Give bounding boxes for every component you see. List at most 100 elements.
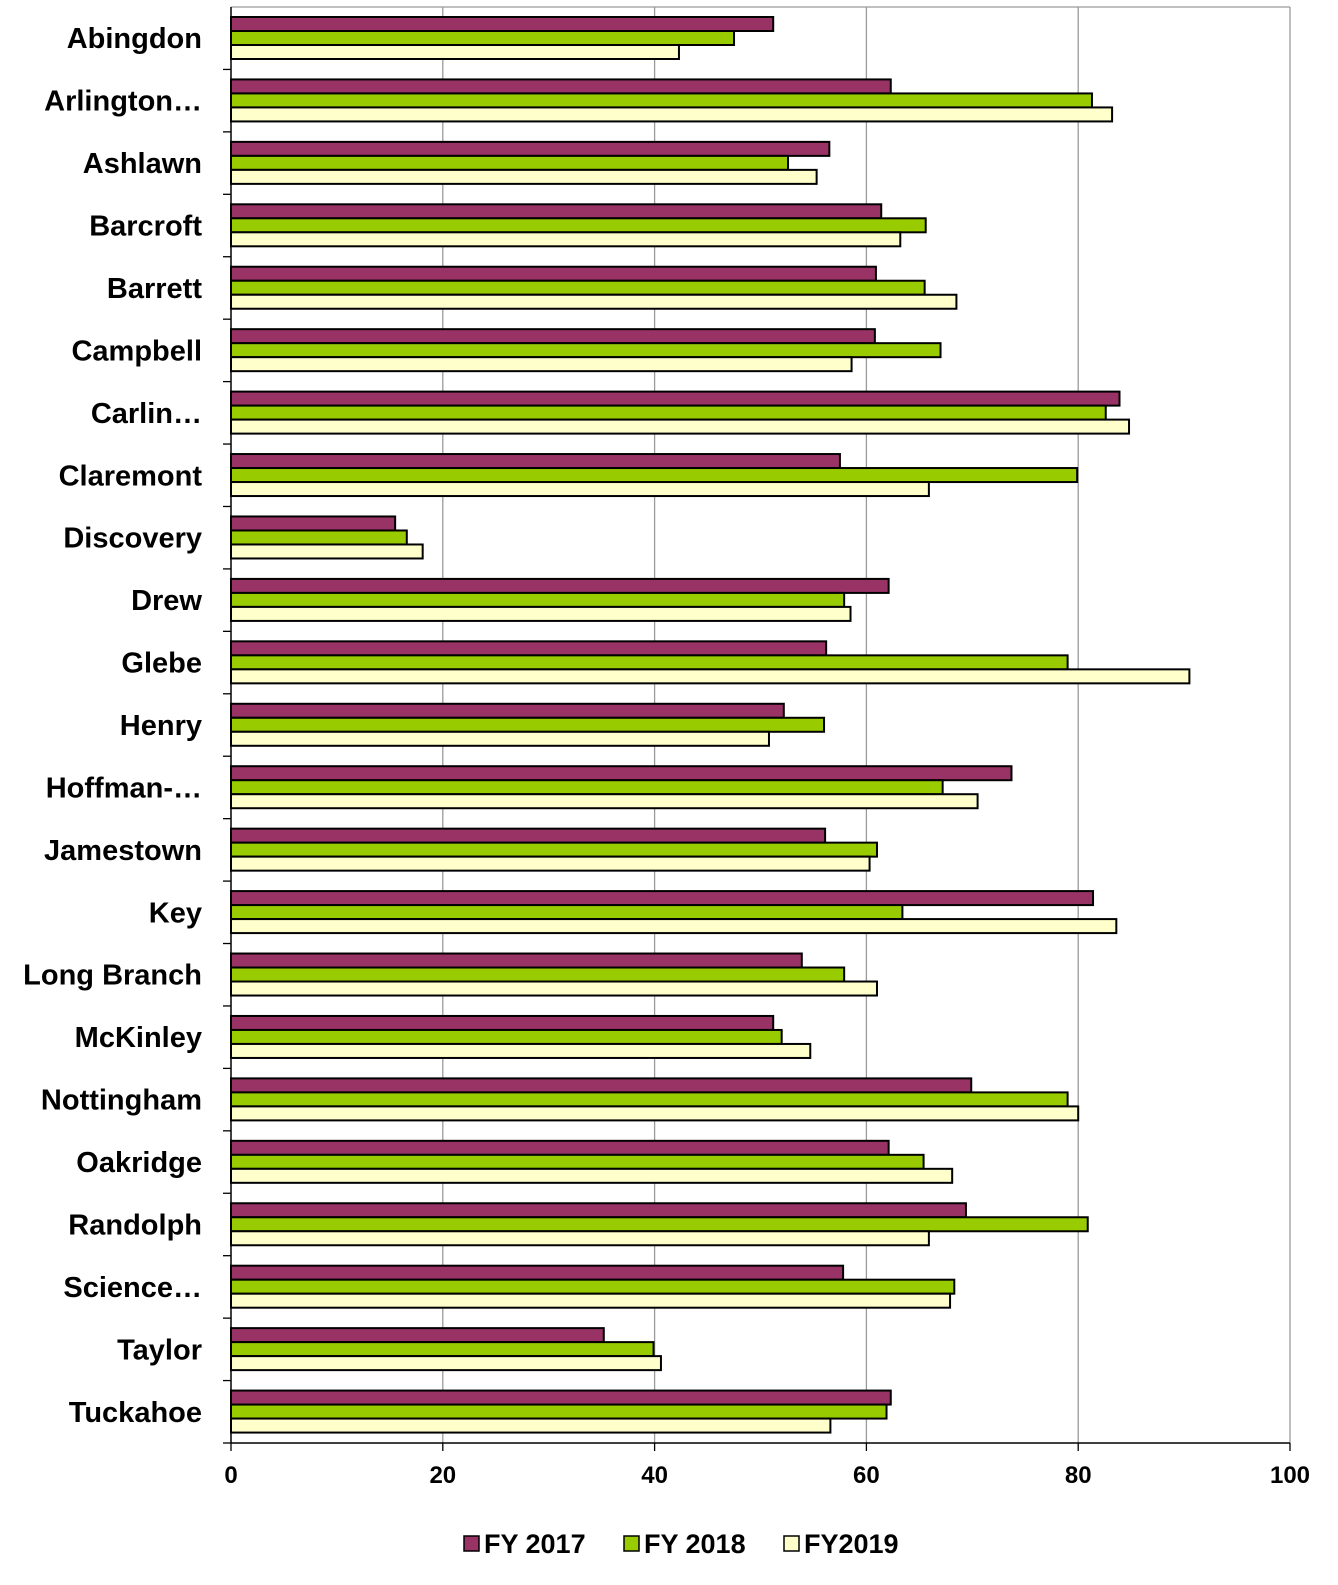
category-label: Long Branch: [23, 960, 202, 992]
bar-fy-2018-22: [230, 1403, 888, 1420]
x-tick-label: 60: [853, 1462, 880, 1489]
bar-fy2019-18: [230, 1167, 954, 1184]
bar-fy-2017-9: [230, 577, 890, 594]
legend-swatch: [623, 1535, 640, 1552]
bar-fy-2017-17: [230, 1077, 973, 1094]
axes: [223, 7, 1291, 1451]
category-label: Carlin…: [91, 398, 202, 430]
bar-fy2019-20: [230, 1292, 952, 1309]
bar-fy2019-7: [230, 481, 930, 498]
bar-fy2019-22: [230, 1417, 832, 1434]
bar-fy-2018-7: [230, 467, 1079, 484]
category-label: Science…: [63, 1272, 202, 1304]
bar-fy-2017-20: [230, 1264, 845, 1281]
bar-fy-2017-1: [230, 78, 892, 95]
bar-fy2019-13: [230, 855, 871, 872]
category-label: Hoffman-…: [46, 772, 202, 804]
legend-swatch: [463, 1535, 480, 1552]
bar-fy-2017-10: [230, 640, 828, 657]
category-label: Jamestown: [44, 835, 202, 867]
legend: FY 2017 FY 2018 FY2019: [463, 1529, 899, 1559]
bar-fy-2018-10: [230, 654, 1069, 671]
category-label: Discovery: [63, 523, 202, 555]
bar-fy-2017-21: [230, 1327, 605, 1344]
bar-fy-2017-5: [230, 328, 876, 345]
bar-fy-2017-16: [230, 1014, 775, 1031]
bar-fy-2017-18: [230, 1139, 890, 1156]
bar-fy2019-5: [230, 356, 853, 373]
bars: [230, 16, 1191, 1434]
category-label: Ashlawn: [83, 148, 202, 180]
bar-fy2019-19: [230, 1230, 930, 1247]
bar-fy-2018-5: [230, 342, 942, 359]
bar-fy2019-16: [230, 1042, 812, 1059]
bar-fy2019-12: [230, 793, 979, 810]
category-label: Oakridge: [76, 1147, 202, 1179]
bar-fy-2018-2: [230, 154, 790, 171]
category-label: Barrett: [107, 273, 202, 305]
bar-fy2019-2: [230, 168, 818, 185]
category-label: Campbell: [71, 335, 202, 367]
bar-fy-2018-14: [230, 904, 904, 921]
bar-fy-2018-16: [230, 1028, 783, 1045]
bar-fy2019-14: [230, 918, 1118, 935]
bar-fy-2018-17: [230, 1091, 1069, 1108]
category-label: Tuckahoe: [69, 1397, 202, 1429]
legend-swatch: [783, 1535, 800, 1552]
bar-fy-2018-4: [230, 279, 926, 296]
x-tick-label: 20: [429, 1462, 456, 1489]
bar-fy-2017-15: [230, 952, 803, 969]
legend-label: FY 2017: [484, 1529, 586, 1559]
bar-fy-2017-2: [230, 140, 831, 157]
x-tick-label: 80: [1065, 1462, 1092, 1489]
bar-fy-2017-6: [230, 390, 1121, 407]
bar-fy2019-8: [230, 543, 424, 560]
category-label: Drew: [131, 585, 202, 617]
legend-label: FY 2018: [644, 1529, 746, 1559]
bar-fy2019-15: [230, 980, 878, 997]
bar-fy2019-11: [230, 730, 770, 747]
x-tick-label: 40: [641, 1462, 668, 1489]
bar-fy2019-6: [230, 418, 1131, 435]
category-label: Claremont: [59, 460, 203, 492]
bar-fy-2017-11: [230, 702, 785, 719]
bar-fy2019-3: [230, 231, 902, 248]
bar-fy2019-0: [230, 44, 680, 60]
category-label: Abingdon: [67, 23, 202, 55]
x-tick-label: 0: [224, 1462, 237, 1489]
bar-fy-2018-19: [230, 1216, 1089, 1233]
bar-fy-2018-6: [230, 404, 1107, 421]
bar-fy-2017-4: [230, 265, 877, 282]
bar-fy2019-10: [230, 668, 1191, 685]
bar-fy-2018-13: [230, 841, 878, 858]
x-tick-label: 100: [1270, 1462, 1310, 1489]
legend-label: FY2019: [804, 1529, 899, 1559]
bar-fy-2018-21: [230, 1341, 655, 1358]
bar-fy-2018-20: [230, 1278, 956, 1295]
bar-fy-2018-9: [230, 591, 846, 608]
bar-fy-2017-14: [230, 890, 1095, 907]
bar-fy-2018-12: [230, 779, 944, 796]
category-label: Barcroft: [89, 211, 202, 243]
bar-fy-2018-18: [230, 1153, 925, 1170]
bar-fy2019-1: [230, 106, 1114, 123]
category-label: Key: [149, 897, 202, 929]
category-label: Arlington…: [44, 86, 202, 118]
bar-fy-2017-13: [230, 827, 827, 844]
bar-fy-2018-1: [230, 92, 1093, 109]
bar-fy-2017-12: [230, 765, 1013, 782]
category-label: Henry: [120, 710, 202, 742]
category-label: McKinley: [75, 1022, 202, 1054]
bar-fy2019-17: [230, 1105, 1080, 1122]
category-label: Nottingham: [41, 1085, 202, 1117]
bar-fy2019-9: [230, 605, 852, 622]
category-label: Randolph: [68, 1209, 202, 1241]
category-label: Taylor: [117, 1334, 202, 1366]
bar-fy-2017-7: [230, 453, 841, 470]
bar-fy-2017-22: [230, 1389, 892, 1406]
category-labels: Abingdon Arlington… Ashlawn Barcroft Barrett…: [23, 23, 202, 1429]
bar-fy-2017-0: [230, 16, 775, 32]
bar-fy-2018-0: [230, 30, 736, 46]
bar-fy-2018-15: [230, 966, 846, 983]
